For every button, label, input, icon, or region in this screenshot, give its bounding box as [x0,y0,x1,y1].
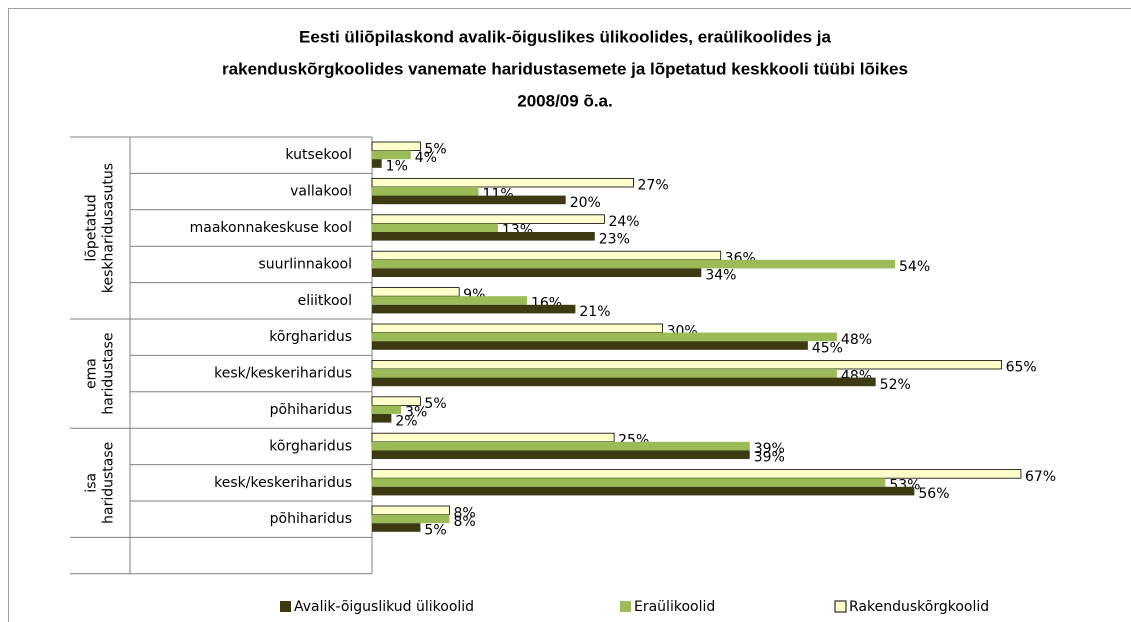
data-label: 5% [424,396,446,412]
chart-title: rakenduskõrgkoolides vanemate haridustas… [222,59,908,78]
bar [372,268,702,277]
data-label: 8% [453,505,475,521]
bar [372,377,876,387]
bar [371,141,421,152]
data-label: 20% [570,195,601,211]
y-tick-label: eliitkool [298,293,352,309]
bar [372,232,595,241]
bar [371,432,615,443]
data-label: 45% [812,341,843,357]
data-label: 24% [608,214,639,230]
data-label: 5% [424,523,446,539]
chart-border [8,8,1131,622]
data-label: 39% [754,441,785,457]
legend-label: Rakenduskõrgkoolid [849,599,989,615]
group-label: haridustase [101,442,117,524]
group-label: ema [84,358,100,389]
group-label: haridustase [101,333,117,415]
data-label: 4% [415,150,437,166]
legend-label: Avalik-õiguslikud ülikoolid [294,599,474,615]
bar [372,195,566,205]
y-tick-label: maakonnakeskuse kool [190,220,352,236]
y-tick-label: kesk/keskeriharidus [214,366,352,382]
bar [372,304,576,314]
bar [371,250,722,261]
bar [372,159,382,168]
bar [372,341,808,350]
bar [372,332,837,342]
data-label: 2% [395,413,417,429]
bar [372,450,750,459]
bar [372,187,479,196]
legend-marker [280,601,291,612]
bar [371,469,1022,479]
data-label: 34% [705,268,736,284]
bar [371,505,450,516]
data-label: 54% [899,259,930,275]
data-label: 67% [1025,469,1056,485]
data-label: 56% [918,486,949,502]
legend-label: Eraülikoolid [634,599,715,615]
chart-title: Eesti üliõpilaskond avalik-õiguslikes ül… [299,27,831,46]
y-tick-label: kõrgharidus [269,438,352,454]
bar [372,414,392,423]
y-tick-label: põhiharidus [270,402,352,418]
bar [372,514,450,524]
y-tick-label: vallakool [290,184,352,200]
bar [371,287,460,297]
data-label: 5% [424,141,446,157]
bar [371,177,634,188]
bar [372,441,750,451]
group-label: keskharidusasutus [101,163,117,293]
bar [371,214,605,224]
bar [372,486,915,496]
bar [372,478,886,487]
bar [372,369,837,378]
bar [372,223,498,232]
bar [372,259,896,269]
legend-marker [620,601,631,612]
bar [371,323,663,334]
data-label: 65% [1006,360,1037,376]
bar [372,405,402,414]
legend-marker [834,600,847,613]
data-label: 52% [880,377,911,393]
y-tick-label: põhiharidus [270,511,352,527]
group-label: isa [84,473,100,493]
chart-title: 2008/09 õ.a. [517,91,612,110]
data-label: 39% [754,450,785,466]
bar [372,296,527,305]
y-tick-label: kõrgharidus [269,329,352,345]
data-label: 21% [579,304,610,320]
data-label: 48% [841,332,872,348]
group-label: lõpetatud [84,194,100,261]
y-tick-label: kesk/keskeriharidus [214,475,352,491]
data-label: 3% [405,405,427,421]
bar [372,523,421,532]
data-label: 23% [599,231,630,247]
y-tick-label: kutsekool [285,147,352,163]
y-tick-label: suurlinnakool [258,256,352,272]
bar [372,150,411,160]
data-label: 1% [386,159,408,175]
data-label: 27% [638,178,669,194]
data-label: 8% [453,514,475,530]
bar [371,359,1002,370]
